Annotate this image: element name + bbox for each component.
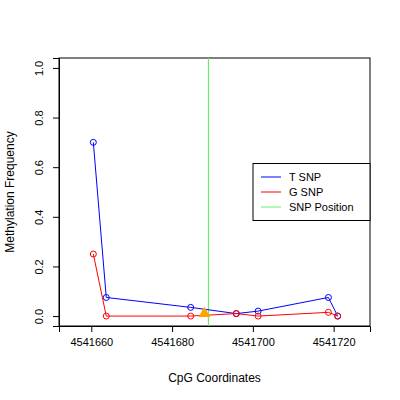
y-tick: 0.8 bbox=[33, 110, 59, 125]
data-point bbox=[90, 251, 96, 257]
x-tick-mark bbox=[334, 326, 335, 332]
y-tick: 1.0 bbox=[33, 61, 59, 76]
y-tick-mark bbox=[53, 167, 59, 168]
y-tick-label: 0.4 bbox=[33, 210, 45, 225]
legend-swatch bbox=[261, 192, 281, 193]
data-point bbox=[103, 313, 109, 319]
y-tick: 0.4 bbox=[33, 210, 59, 225]
x-tick-mark bbox=[172, 326, 173, 332]
y-tick-label: 0.0 bbox=[33, 309, 45, 324]
data-point bbox=[325, 294, 331, 300]
series-line bbox=[93, 254, 337, 316]
y-tick-mark bbox=[53, 68, 59, 69]
plot-area bbox=[90, 58, 340, 326]
data-point bbox=[255, 313, 261, 319]
y-tick-label: 1.0 bbox=[33, 61, 45, 76]
data-point bbox=[233, 311, 239, 317]
x-tick: 4541680 bbox=[151, 326, 194, 348]
x-axis: 4541660 4541680 4541700 4541720 bbox=[60, 326, 371, 348]
x-tick: 4541660 bbox=[70, 326, 113, 348]
data-point bbox=[188, 304, 194, 310]
data-point bbox=[90, 139, 96, 145]
y-axis-line bbox=[53, 59, 60, 327]
data-point bbox=[325, 309, 331, 315]
x-tick-label: 4541720 bbox=[313, 336, 356, 348]
y-axis-title: Methylation Frequency bbox=[3, 131, 17, 252]
legend-box bbox=[253, 164, 370, 221]
x-tick: 4541720 bbox=[313, 326, 356, 348]
plot-frame bbox=[59, 58, 370, 326]
y-tick-label: 0.2 bbox=[33, 259, 45, 274]
x-tick-mark bbox=[253, 326, 254, 332]
y-tick: 0.0 bbox=[33, 309, 59, 324]
legend-swatch bbox=[261, 207, 281, 208]
x-tick-label: 4541700 bbox=[232, 336, 275, 348]
y-tick: 0.2 bbox=[33, 259, 59, 274]
y-tick-mark bbox=[53, 316, 59, 317]
x-tick-label: 4541660 bbox=[70, 336, 113, 348]
data-point bbox=[103, 294, 109, 300]
data-point bbox=[188, 313, 194, 319]
y-tick-label: 0.8 bbox=[33, 110, 45, 125]
y-tick-label: 0.6 bbox=[33, 160, 45, 175]
data-point bbox=[335, 313, 341, 319]
x-axis-title: CpG Coordinates bbox=[168, 371, 261, 385]
y-tick: 0.6 bbox=[33, 160, 59, 175]
legend-label: G SNP bbox=[289, 186, 323, 198]
y-tick-mark bbox=[53, 266, 59, 267]
legend: T SNP G SNP SNP Position bbox=[253, 164, 370, 221]
legend-swatch bbox=[261, 177, 281, 178]
snp-position-line bbox=[208, 58, 209, 326]
legend-label: SNP Position bbox=[289, 201, 354, 213]
chart: 4541660 4541680 4541700 4541720 0.0 0.2 0.4 0.6… bbox=[0, 0, 400, 400]
legend-label: T SNP bbox=[289, 171, 321, 183]
y-axis: 0.0 0.2 0.4 0.6 0.8 1.0 bbox=[33, 59, 60, 327]
x-tick: 4541700 bbox=[232, 326, 275, 348]
snp-marker bbox=[199, 307, 211, 317]
y-tick-mark bbox=[53, 217, 59, 218]
y-tick-mark bbox=[53, 118, 59, 119]
x-tick-mark bbox=[91, 326, 92, 332]
x-axis-line bbox=[60, 327, 371, 333]
x-tick-label: 4541680 bbox=[151, 336, 194, 348]
data-point bbox=[335, 313, 341, 319]
